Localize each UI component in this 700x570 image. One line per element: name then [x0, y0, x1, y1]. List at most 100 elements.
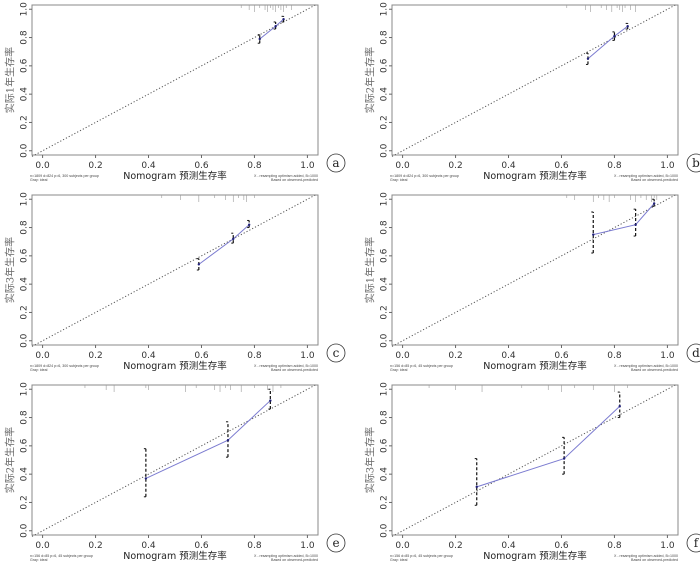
- x-axis-label: Nomogram 预测生存率: [123, 360, 227, 372]
- note-right: Based on observed-predicted: [631, 178, 678, 182]
- note-left: n=156 d=85 p=6, 45 subjects per group: [390, 554, 453, 558]
- x-tick-label: 0.4: [501, 351, 516, 361]
- note-right: Based on observed-predicted: [271, 368, 318, 372]
- calibration-plot-c: 0.0 0.2 0.4 0.6 0.8 1.0 0.0 0.2 0.4 0.6 0.8 1.0 Nomo…: [0, 190, 350, 380]
- x-axis-label: Nomogram 预测生存率: [483, 170, 587, 182]
- y-tick-label: 0.2: [20, 305, 30, 319]
- x-tick-label: 0.4: [501, 161, 516, 171]
- data-point: [618, 405, 621, 408]
- note-right: Based on observed-predicted: [271, 558, 318, 562]
- plot-svg: 0.0 0.2 0.4 0.6 0.8 1.0 0.0 0.2 0.4 0.6 0.8 1.0 Nomo…: [364, 2, 700, 182]
- calibration-line: [587, 25, 628, 60]
- note-left: Gray: ideal: [30, 178, 48, 182]
- calibration-line: [593, 203, 655, 236]
- y-tick-label: 0.6: [20, 58, 30, 73]
- ideal-line: [31, 384, 316, 537]
- y-tick-label: 1.0: [380, 382, 390, 397]
- ideal-line: [391, 4, 676, 157]
- panel-letter: e: [332, 536, 339, 550]
- calibration-plot-a: 0.0 0.2 0.4 0.6 0.8 1.0 0.0 0.2 0.4 0.6 0.8 1.0 Nomo…: [0, 0, 350, 190]
- plot-svg: 0.0 0.2 0.4 0.6 0.8 1.0 0.0 0.2 0.4 0.6 0.8 1.0 Nomo…: [4, 192, 346, 372]
- y-tick-label: 0.0: [380, 523, 390, 538]
- plot-svg: 0.0 0.2 0.4 0.6 0.8 1.0 0.0 0.2 0.4 0.6 0.8 1.0 Nomo…: [4, 382, 346, 562]
- y-tick-label: 0.2: [380, 495, 390, 509]
- x-tick-label: 0.8: [607, 541, 622, 551]
- x-tick-label: 0.6: [194, 161, 209, 171]
- panel-letter-circle: [686, 533, 700, 553]
- plot-frame: [391, 194, 679, 346]
- note-right: Based on observed-predicted: [631, 558, 678, 562]
- note-left: Gray: ideal: [30, 558, 48, 562]
- data-point: [197, 263, 201, 266]
- x-axis-label: Nomogram 预测生存率: [483, 550, 587, 562]
- calibration-line: [198, 224, 250, 265]
- note-right: X - resampling optimism added, B=1000: [614, 174, 678, 178]
- calibration-plot-b: 0.0 0.2 0.4 0.6 0.8 1.0 0.0 0.2 0.4 0.6 0.8 1.0 Nomo…: [360, 0, 700, 190]
- data-point: [144, 477, 148, 480]
- x-tick-label: 0.0: [395, 351, 410, 361]
- x-tick-label: 0.4: [141, 161, 156, 171]
- note-left: Gray: ideal: [30, 368, 48, 372]
- y-tick-label: 0.0: [20, 143, 30, 158]
- note-left: n=1809 d=824 p=6, 300 subjects per group: [30, 364, 99, 368]
- data-point: [247, 223, 251, 226]
- y-tick-label: 0.4: [20, 87, 30, 102]
- data-point: [274, 25, 277, 28]
- x-tick-label: 0.2: [88, 161, 102, 171]
- plot-svg: 0.0 0.2 0.4 0.6 0.8 1.0 0.0 0.2 0.4 0.6 0.8 1.0 Nomo…: [364, 192, 700, 372]
- x-tick-label: 1.0: [300, 541, 315, 551]
- x-tick-label: 1.0: [300, 161, 315, 171]
- y-tick-label: 1.0: [20, 382, 30, 397]
- panel-letter-circle: [326, 153, 346, 173]
- y-tick-label: 0.2: [20, 495, 30, 509]
- y-tick-label: 0.0: [380, 333, 390, 348]
- note-left: n=156 d=85 p=6, 45 subjects per group: [390, 364, 453, 368]
- calibration-plot-e: 0.0 0.2 0.4 0.6 0.8 1.0 0.0 0.2 0.4 0.6 0.8 1.0 Nomo…: [0, 380, 350, 570]
- y-tick-label: 0.4: [380, 87, 390, 102]
- calibration-line: [145, 400, 271, 479]
- x-tick-label: 0.0: [35, 541, 50, 551]
- y-tick-label: 0.8: [20, 30, 30, 45]
- x-tick-label: 0.2: [88, 351, 102, 361]
- y-tick-label: 0.2: [380, 115, 390, 129]
- y-axis-label: 实际3年生存率: [4, 237, 17, 303]
- y-tick-label: 0.6: [380, 248, 390, 263]
- note-left: Gray: ideal: [390, 558, 408, 562]
- plot-svg: 0.0 0.2 0.4 0.6 0.8 1.0 0.0 0.2 0.4 0.6 0.8 1.0 Nomo…: [364, 382, 700, 562]
- y-tick-label: 0.8: [380, 30, 390, 45]
- note-right: X - resampling optimism added, B=1000: [614, 554, 678, 558]
- data-point: [232, 237, 235, 241]
- note-left: Gray: ideal: [390, 368, 408, 372]
- x-tick-label: 0.0: [35, 351, 50, 361]
- x-tick-label: 1.0: [660, 541, 675, 551]
- panel-letter: f: [694, 536, 700, 550]
- y-tick-label: 0.6: [380, 438, 390, 453]
- calibration-plot-d: 0.0 0.2 0.4 0.6 0.8 1.0 0.0 0.2 0.4 0.6 0.8 1.0 Nomo…: [360, 190, 700, 380]
- plot-frame: [31, 384, 319, 536]
- data-point: [562, 457, 566, 460]
- y-tick-label: 0.0: [20, 523, 30, 538]
- y-tick-label: 0.8: [20, 220, 30, 235]
- data-point: [626, 25, 629, 28]
- x-tick-label: 0.8: [247, 351, 262, 361]
- calibration-line: [476, 405, 621, 488]
- x-axis-label: Nomogram 预测生存率: [123, 170, 227, 182]
- data-point: [282, 17, 285, 21]
- y-tick-label: 0.8: [380, 410, 390, 425]
- panel-letter-circle: [326, 343, 346, 363]
- y-tick-label: 0.2: [20, 115, 30, 129]
- plot-frame: [391, 4, 679, 156]
- ideal-line: [391, 384, 676, 537]
- y-tick-label: 0.8: [20, 410, 30, 425]
- y-tick-label: 0.4: [380, 467, 390, 482]
- note-right: X - resampling optimism added, B=1000: [254, 364, 318, 368]
- y-tick-label: 0.6: [380, 58, 390, 73]
- data-point: [269, 399, 272, 402]
- x-tick-label: 0.0: [395, 541, 410, 551]
- ideal-line: [31, 4, 316, 157]
- y-tick-label: 1.0: [20, 192, 30, 207]
- data-point: [226, 438, 230, 442]
- panel-letter-circle: [326, 533, 346, 553]
- y-tick-label: 0.4: [20, 277, 30, 292]
- x-tick-label: 0.2: [448, 541, 462, 551]
